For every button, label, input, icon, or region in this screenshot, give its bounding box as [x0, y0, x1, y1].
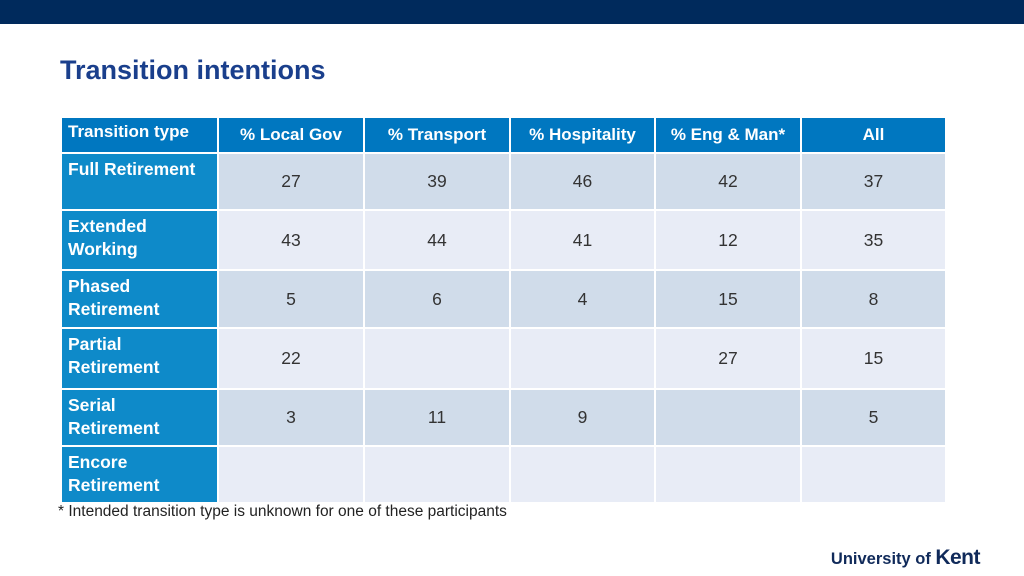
transition-table: Transition type % Local Gov % Transport … [60, 116, 947, 504]
table-row: Phased Retirement 5 6 4 15 8 [60, 269, 947, 329]
table-cell: 46 [509, 152, 656, 211]
table-cell: 15 [800, 327, 947, 390]
table-cell: 11 [363, 388, 511, 447]
top-bar [0, 0, 1024, 24]
row-header: Phased Retirement [60, 269, 219, 329]
table-cell: 44 [363, 209, 511, 271]
table-row: Partial Retirement 22 27 15 [60, 327, 947, 390]
column-header: % Transport [363, 116, 511, 154]
column-header: % Eng & Man* [654, 116, 802, 154]
row-header: Partial Retirement [60, 327, 219, 390]
slide-title: Transition intentions [60, 55, 326, 85]
logo-text-university: University of [830, 550, 931, 568]
table-row: Serial Retirement 3 11 9 5 [60, 388, 947, 447]
row-header: Extended Working [60, 209, 219, 271]
table-cell: 35 [800, 209, 947, 271]
row-header: Full Retirement [60, 152, 219, 211]
table-cell: 27 [217, 152, 365, 211]
table-cell: 39 [363, 152, 511, 211]
table-cell [363, 445, 511, 504]
table-cell [654, 445, 802, 504]
table-cell [509, 327, 656, 390]
table-cell: 8 [800, 269, 947, 329]
table-cell: 42 [654, 152, 802, 211]
table-row: Encore Retirement [60, 445, 947, 504]
table-cell: 15 [654, 269, 802, 329]
table-cell: 41 [509, 209, 656, 271]
table-row: Extended Working 43 44 41 12 35 [60, 209, 947, 271]
table-cell [654, 388, 802, 447]
table-header-row: Transition type % Local Gov % Transport … [60, 116, 947, 154]
column-header: % Hospitality [509, 116, 656, 154]
row-header: Serial Retirement [60, 388, 219, 447]
table-cell: 9 [509, 388, 656, 447]
column-header: All [800, 116, 947, 154]
university-logo: University of Kent [830, 546, 981, 570]
table-cell: 6 [363, 269, 511, 329]
footnote: * Intended transition type is unknown fo… [58, 503, 507, 520]
table-cell: 27 [654, 327, 802, 390]
table-cell: 5 [800, 388, 947, 447]
table-cell [509, 445, 656, 504]
table-cell [800, 445, 947, 504]
table-cell: 5 [217, 269, 365, 329]
table-cell: 3 [217, 388, 365, 447]
table-cell: 12 [654, 209, 802, 271]
table-row: Full Retirement 27 39 46 42 37 [60, 152, 947, 211]
table-cell [217, 445, 365, 504]
row-header: Encore Retirement [60, 445, 219, 504]
table-cell: 37 [800, 152, 947, 211]
column-header: Transition type [60, 116, 219, 154]
table-cell: 22 [217, 327, 365, 390]
table-cell: 43 [217, 209, 365, 271]
table-cell: 4 [509, 269, 656, 329]
logo-text-kent: Kent [935, 546, 980, 569]
column-header: % Local Gov [217, 116, 365, 154]
table-cell [363, 327, 511, 390]
